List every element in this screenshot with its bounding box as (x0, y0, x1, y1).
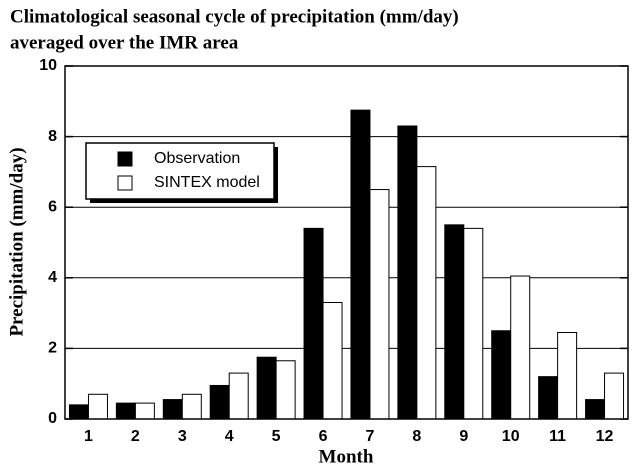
chart-title: averaged over the IMR area (10, 32, 239, 53)
bar (162, 399, 183, 420)
legend-swatch (117, 175, 133, 191)
bar (68, 404, 89, 420)
x-tick-label: 7 (366, 428, 375, 445)
x-tick-label: 5 (272, 428, 281, 445)
x-tick-label: 4 (225, 428, 234, 445)
legend-label: SINTEX model (154, 174, 260, 191)
y-tick-label: 0 (48, 410, 57, 427)
legend-label: Observation (154, 150, 240, 167)
x-tick-label: 1 (84, 428, 93, 445)
x-tick-label: 12 (596, 428, 614, 445)
bar (397, 125, 418, 420)
bar (209, 384, 230, 420)
bar (350, 109, 371, 420)
chart-title: Climatological seasonal cycle of precipi… (10, 6, 459, 27)
y-tick-label: 4 (48, 269, 57, 286)
bar (463, 227, 484, 420)
x-tick-label: 11 (549, 428, 566, 445)
x-tick-label: 6 (319, 428, 328, 445)
bar (557, 332, 578, 420)
bar (181, 393, 202, 420)
bar (228, 372, 249, 420)
bar (256, 356, 277, 420)
bar (491, 330, 512, 420)
bar (416, 166, 437, 420)
bar (303, 227, 324, 420)
x-tick-label: 9 (459, 428, 468, 445)
plot-frame (64, 65, 629, 420)
bar (585, 399, 606, 420)
x-tick-label: 3 (178, 428, 187, 445)
x-tick-label: 2 (131, 428, 140, 445)
bar (115, 402, 136, 420)
legend-swatch (117, 151, 133, 167)
bar (444, 224, 465, 420)
bar (134, 402, 155, 420)
bar (538, 376, 559, 420)
y-tick-label: 2 (48, 340, 57, 357)
y-tick-label: 8 (48, 128, 57, 145)
bar (275, 360, 296, 420)
x-tick-label: 8 (412, 428, 421, 445)
bar (322, 302, 343, 420)
x-tick-label: 10 (502, 428, 520, 445)
y-axis-label: Precipitation (mm/day) (6, 147, 27, 336)
y-tick-label: 6 (48, 198, 57, 215)
bar (369, 189, 390, 420)
x-axis-label: Month (319, 446, 374, 467)
bar (510, 275, 531, 420)
bar (604, 372, 625, 420)
legend-box (85, 142, 275, 200)
bar (87, 393, 108, 420)
y-tick-label: 10 (39, 57, 57, 74)
